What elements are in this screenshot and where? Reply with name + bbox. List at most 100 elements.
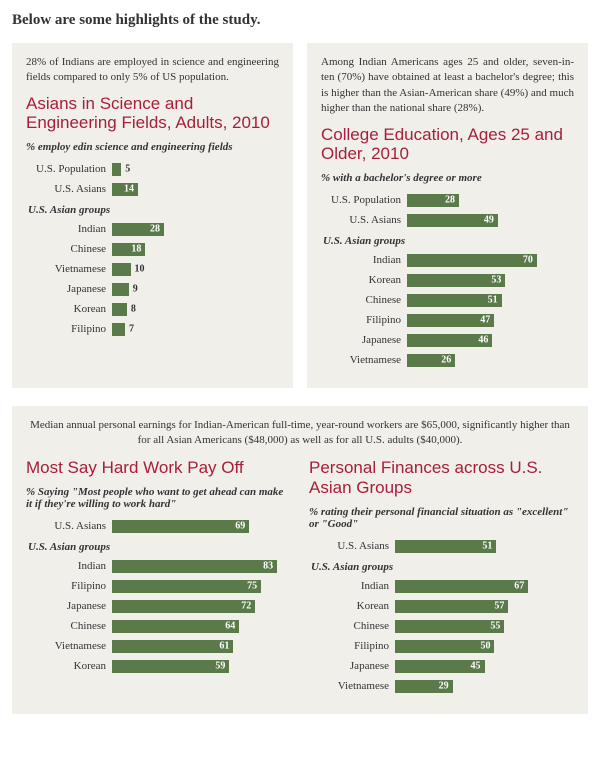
bar-fill: 61 [112,640,233,653]
bar-label: Vietnamese [321,354,407,366]
bottom-panel: Median annual personal earnings for Indi… [12,406,588,714]
bar-track: 10 [112,263,279,276]
bar-label: Chinese [309,620,395,632]
bar-track: 49 [407,214,574,227]
bar-value: 64 [225,621,235,632]
bar-value: 46 [478,335,488,346]
bar-row: Vietnamese10 [26,261,279,278]
bar-label: Chinese [321,294,407,306]
bar-track: 57 [395,600,574,613]
bar-track: 14 [112,183,279,196]
bar-row: U.S. Asians 51 [309,538,574,555]
group-header: U.S. Asian groups [311,561,574,573]
top-row: 28% of Indians are employed in science a… [12,43,588,388]
bar-track: 55 [395,620,574,633]
science-intro: 28% of Indians are employed in science a… [26,55,279,86]
hardwork-chart: U.S. Asians69U.S. Asian groupsIndian83Fi… [26,518,291,675]
bar-fill: 18 [112,243,145,256]
bar-row: Vietnamese26 [321,352,574,369]
bar-fill: 50 [395,640,494,653]
bar-fill: 72 [112,600,255,613]
bar-track: 72 [112,600,291,613]
bar-value: 57 [494,601,504,612]
bar-row: Japanese46 [321,332,574,349]
bar-track: 28 [407,194,574,207]
bar-row: Vietnamese29 [309,678,574,695]
bar-row: Filipino7 [26,321,279,338]
bar-value: 69 [235,521,245,532]
bar-fill: 57 [395,600,508,613]
bar-track: 83 [112,560,291,573]
bar-value: 29 [439,681,449,692]
bar-fill: 51 [407,294,502,307]
bar-fill: 5 [112,163,121,176]
bar-label: U.S. Asians [321,214,407,226]
bar-label: Indian [26,560,112,572]
bar-row: Japanese9 [26,281,279,298]
finances-title: Personal Finances across U.S. Asian Grou… [309,458,574,497]
bar-fill: 26 [407,354,455,367]
science-subtitle: % employ edin science and engineering fi… [26,141,279,153]
bar-value: 51 [482,541,492,552]
bar-track: 47 [407,314,574,327]
science-panel: 28% of Indians are employed in science a… [12,43,293,388]
bar-row: Korean 8 [26,301,279,318]
college-intro: Among Indian Americans ages 25 and older… [321,55,574,117]
bar-row: U.S. Asians69 [26,518,291,535]
bar-label: U.S. Asians [309,540,395,552]
bar-label: Korean [321,274,407,286]
bar-track: 7 [112,323,279,336]
bar-label: Filipino [26,580,112,592]
bar-row: Indian28 [26,221,279,238]
bar-fill: 75 [112,580,261,593]
bar-label: Korean [26,303,112,315]
bar-label: Korean [26,660,112,672]
bar-value: 67 [514,581,524,592]
bar-row: Korean59 [26,658,291,675]
bar-track: 69 [112,520,291,533]
finances-subtitle: % rating their personal financial situat… [309,506,574,530]
bar-row: Indian83 [26,558,291,575]
bar-row: U.S. Asians14 [26,181,279,198]
bar-value: 61 [219,641,229,652]
bar-label: Japanese [26,600,112,612]
bar-label: Vietnamese [26,263,112,275]
group-header: U.S. Asian groups [323,235,574,247]
bar-fill: 28 [407,194,459,207]
bar-fill: 45 [395,660,485,673]
bar-track: 50 [395,640,574,653]
hardwork-title: Most Say Hard Work Pay Off [26,458,291,478]
bar-value: 51 [488,295,498,306]
bar-fill: 70 [407,254,537,267]
bar-value: 72 [241,601,251,612]
bar-row: Chinese55 [309,618,574,635]
finances-chart: U.S. Asians51U.S. Asian groupsIndian67Ko… [309,538,574,695]
bar-track: 46 [407,334,574,347]
bar-fill: 59 [112,660,229,673]
bar-value: 8 [131,304,136,315]
bar-value: 53 [491,275,501,286]
science-chart: U.S. Population5U.S. Asians14U.S. Asian … [26,161,279,338]
bar-value: 28 [445,195,455,206]
bar-row: Vietnamese61 [26,638,291,655]
bar-row: Chinese64 [26,618,291,635]
bar-row: Japanese 72 [26,598,291,615]
bar-value: 47 [480,315,490,326]
bar-fill: 10 [112,263,131,276]
bar-track: 5 [112,163,279,176]
bar-row: Chinese 51 [321,292,574,309]
bar-track: 67 [395,580,574,593]
science-title: Asians in Science and Engineering Fields… [26,94,279,133]
hardwork-subtitle: % Saying "Most people who want to get ah… [26,486,291,510]
bar-label: Indian [26,223,112,235]
finances-half: Personal Finances across U.S. Asian Grou… [309,458,574,697]
bar-track: 26 [407,354,574,367]
bar-label: Japanese [26,283,112,295]
bar-track: 59 [112,660,291,673]
bar-label: U.S. Asians [26,183,112,195]
bar-fill: 55 [395,620,504,633]
bar-row: U.S. Asians49 [321,212,574,229]
bar-fill: 64 [112,620,239,633]
bar-track: 18 [112,243,279,256]
group-header: U.S. Asian groups [28,204,279,216]
